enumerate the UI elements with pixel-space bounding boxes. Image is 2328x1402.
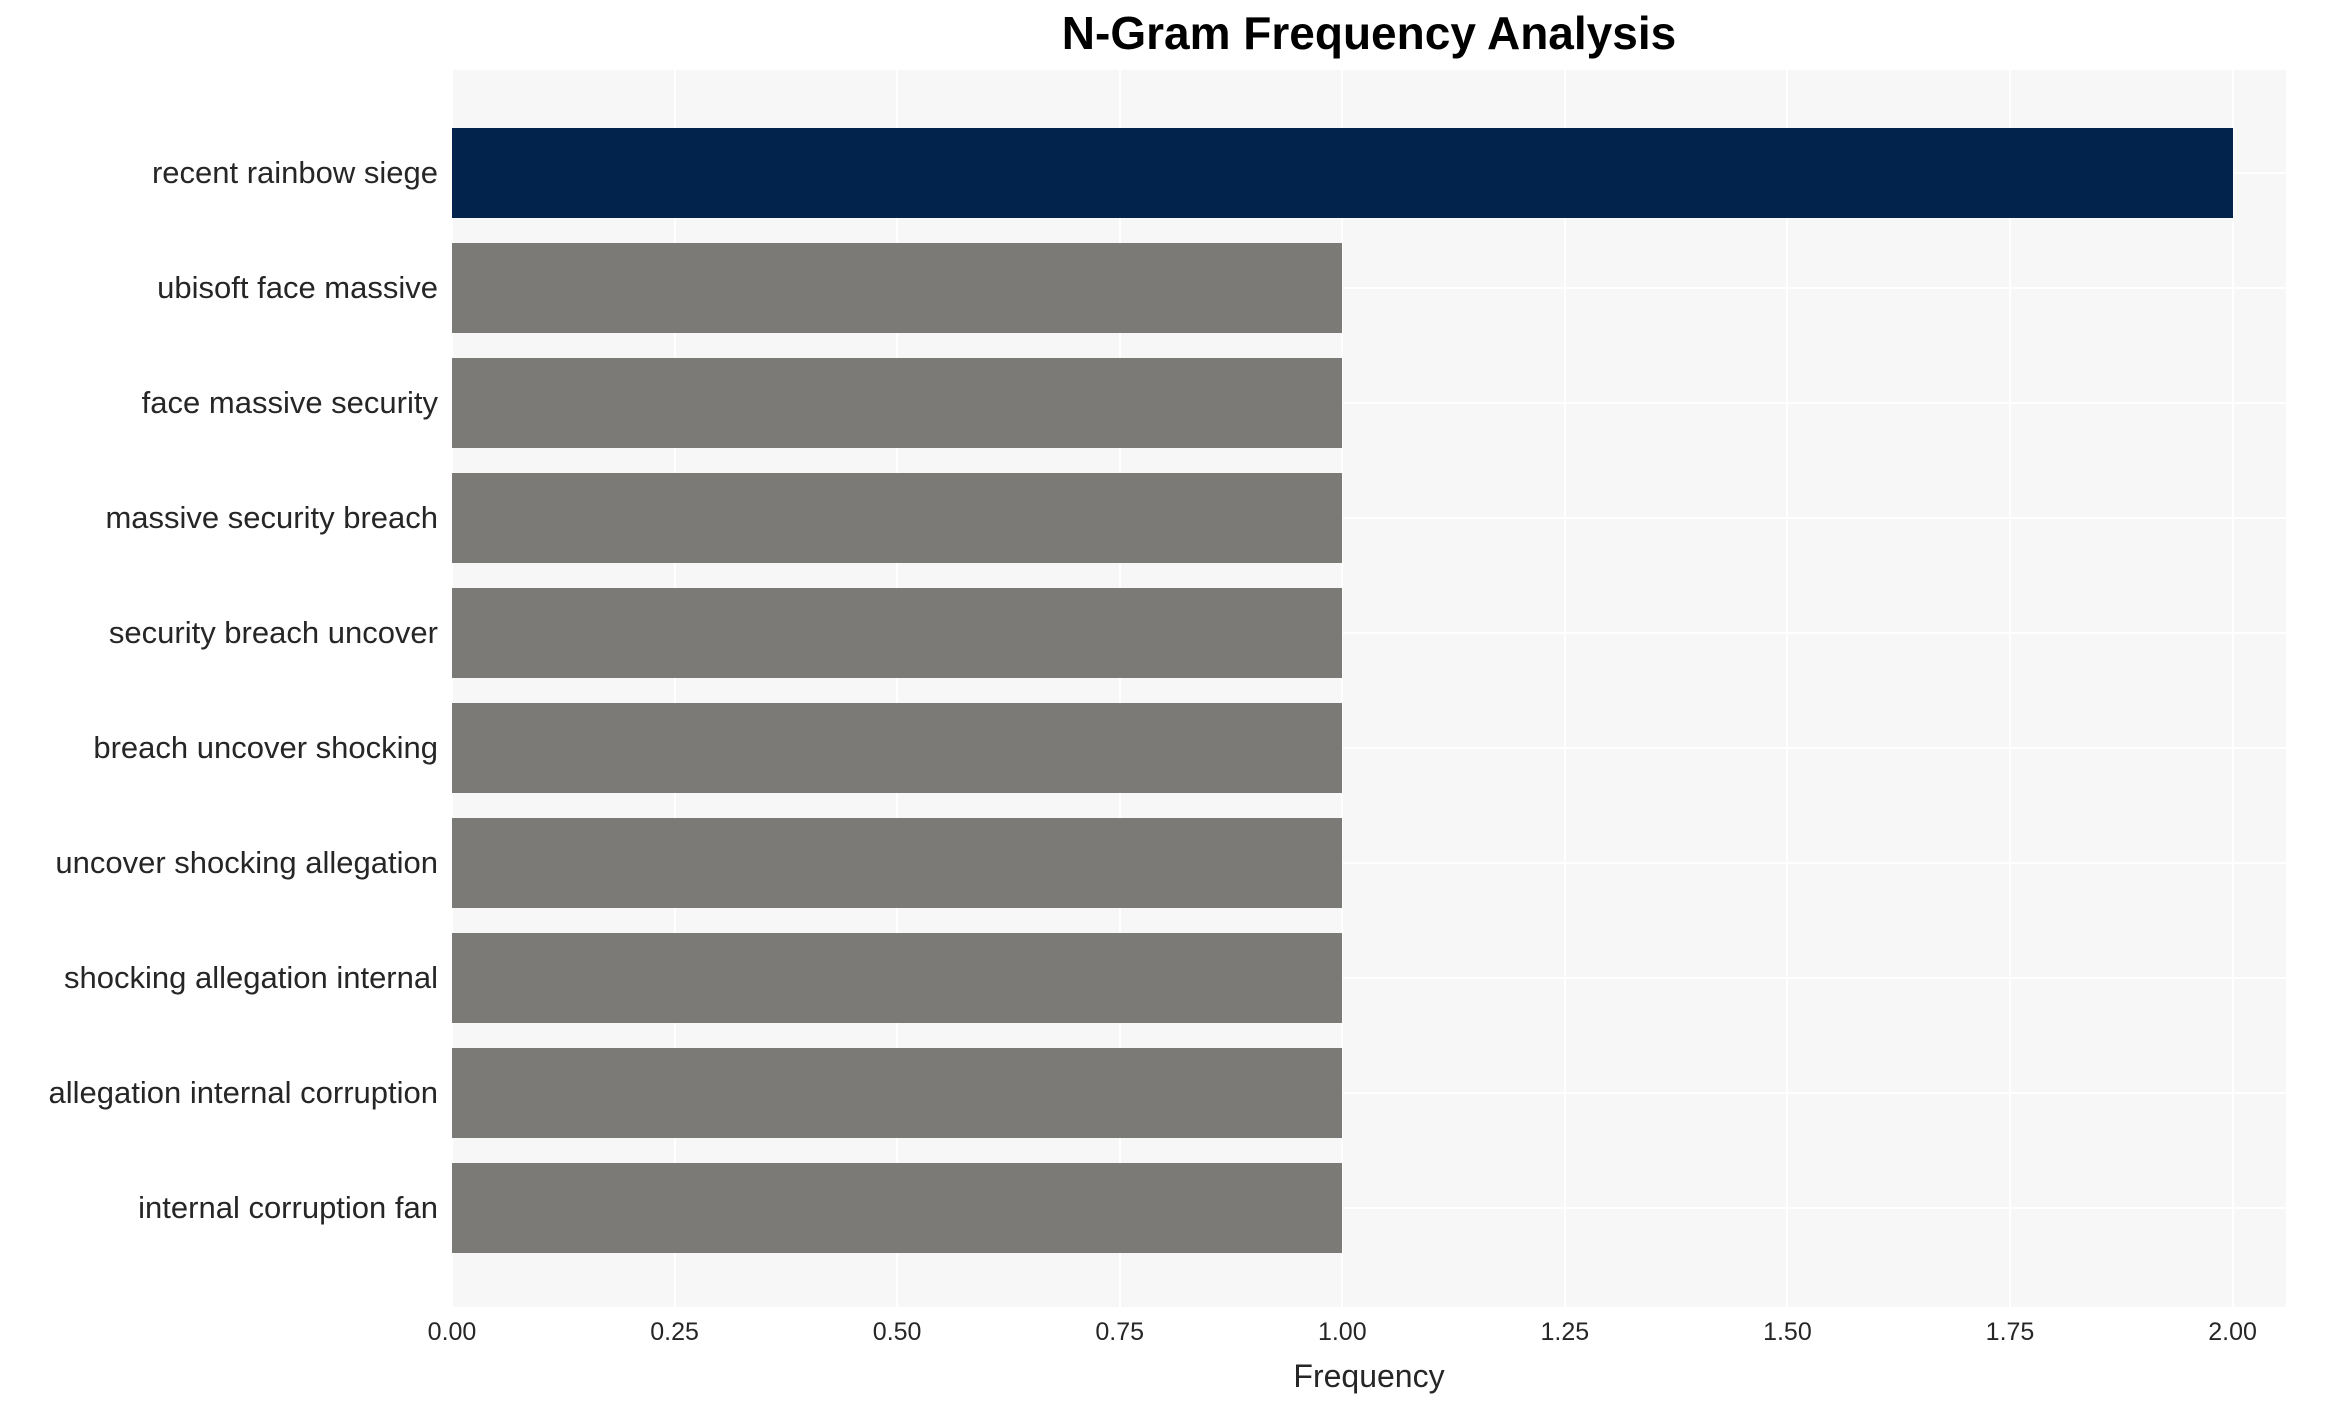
x-tick-label: 2.00: [2208, 1318, 2257, 1346]
bar: [452, 1163, 1343, 1253]
gridline-vertical: [2009, 70, 2011, 1307]
x-tick-label: 0.75: [1095, 1318, 1145, 1346]
gridline-vertical: [1118, 70, 1121, 1307]
bar: [452, 703, 1343, 793]
y-axis-label: ubisoft face massive: [157, 270, 438, 305]
x-tick-label: 1.50: [1763, 1318, 1812, 1346]
gridline-horizontal: [452, 517, 2286, 519]
gridline-vertical: [673, 70, 676, 1307]
bar: [452, 128, 2233, 218]
gridline-horizontal: [452, 977, 2286, 979]
bar: [452, 933, 1343, 1023]
bar: [452, 473, 1343, 563]
y-axis-label: recent rainbow siege: [151, 155, 438, 190]
x-tick-label: 0.00: [427, 1318, 477, 1346]
y-axis-label: shocking allegation internal: [64, 960, 438, 995]
gridline-horizontal: [452, 747, 2286, 749]
gridline-horizontal: [452, 287, 2286, 289]
chart-title: N-Gram Frequency Analysis: [1061, 7, 1677, 59]
x-axis-title: Frequency: [1293, 1358, 1445, 1394]
bar: [452, 358, 1343, 448]
gridline-vertical: [2231, 70, 2234, 1307]
bar: [452, 243, 1343, 333]
bar: [452, 588, 1343, 678]
gridline-horizontal: [452, 1092, 2286, 1094]
gridline-horizontal: [452, 402, 2286, 404]
bar: [452, 1048, 1343, 1138]
x-tick-label: 1.75: [1985, 1318, 2035, 1346]
y-axis-label: internal corruption fan: [138, 1190, 438, 1225]
y-axis-label: massive security breach: [105, 500, 438, 535]
plot-area: [451, 70, 2286, 1307]
gridline-horizontal: [452, 632, 2286, 634]
x-tick-label: 1.00: [1317, 1318, 1367, 1346]
y-axis-label: allegation internal corruption: [48, 1075, 438, 1110]
bar: [452, 818, 1343, 908]
gridline-vertical: [451, 70, 453, 1307]
gridline-horizontal: [452, 1207, 2286, 1209]
y-axis-label: breach uncover shocking: [93, 730, 438, 765]
gridline-vertical: [896, 70, 899, 1307]
gridline-vertical: [1341, 70, 1344, 1307]
x-tick-label: 1.25: [1540, 1318, 1590, 1346]
gridline-horizontal: [452, 862, 2286, 864]
y-axis-label: security breach uncover: [108, 615, 438, 650]
x-tick-label: 0.50: [872, 1318, 922, 1346]
gridline-vertical: [1786, 70, 1789, 1307]
x-tick-label: 0.25: [650, 1318, 699, 1346]
y-axis-label: face massive security: [141, 385, 438, 420]
y-axis-label: uncover shocking allegation: [55, 845, 438, 880]
gridline-vertical: [1563, 70, 1566, 1307]
